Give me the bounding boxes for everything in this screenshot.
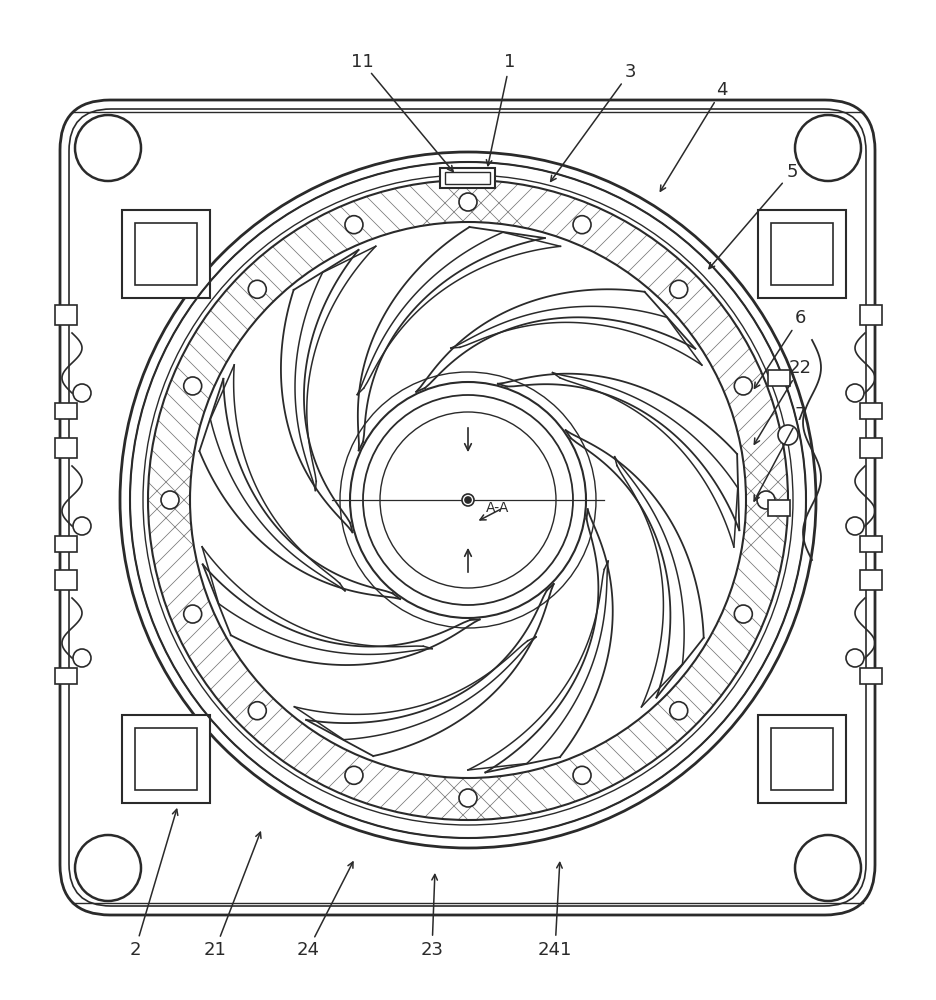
Bar: [55, 403, 77, 419]
Circle shape: [183, 605, 201, 623]
Bar: [445, 172, 490, 184]
Bar: [55, 668, 77, 684]
Circle shape: [794, 835, 860, 901]
Circle shape: [350, 382, 585, 618]
Circle shape: [190, 222, 745, 778]
Bar: [55, 570, 77, 590]
Circle shape: [248, 280, 266, 298]
Text: 5: 5: [785, 163, 797, 181]
Text: 21: 21: [203, 941, 227, 959]
Bar: [859, 438, 881, 458]
Circle shape: [75, 835, 140, 901]
Text: 2: 2: [129, 941, 140, 959]
Circle shape: [669, 702, 687, 720]
Circle shape: [344, 216, 362, 234]
Text: 24: 24: [296, 941, 319, 959]
Text: A-A: A-A: [486, 501, 509, 515]
Bar: [757, 210, 845, 298]
Text: 11: 11: [350, 53, 373, 71]
Circle shape: [73, 384, 91, 402]
Bar: [757, 715, 845, 803]
Circle shape: [573, 766, 591, 784]
Circle shape: [161, 491, 179, 509]
Bar: [859, 305, 881, 325]
Circle shape: [461, 494, 474, 506]
Circle shape: [845, 649, 863, 667]
Circle shape: [248, 702, 266, 720]
Circle shape: [459, 193, 476, 211]
Bar: [122, 210, 210, 298]
Bar: [859, 570, 881, 590]
Circle shape: [777, 425, 797, 445]
Bar: [768, 500, 789, 516]
Text: 7: 7: [794, 406, 805, 424]
Circle shape: [344, 766, 362, 784]
Bar: [440, 168, 494, 188]
Circle shape: [669, 280, 687, 298]
Circle shape: [845, 517, 863, 535]
Circle shape: [73, 517, 91, 535]
Bar: [55, 536, 77, 552]
Bar: [770, 223, 832, 285]
Text: 4: 4: [715, 81, 727, 99]
Text: 22: 22: [788, 359, 811, 377]
Circle shape: [183, 377, 201, 395]
Bar: [135, 223, 197, 285]
Circle shape: [845, 384, 863, 402]
Circle shape: [756, 491, 774, 509]
Text: 241: 241: [537, 941, 572, 959]
Bar: [55, 438, 77, 458]
Bar: [55, 305, 77, 325]
Bar: [859, 536, 881, 552]
Text: 6: 6: [794, 309, 805, 327]
Circle shape: [734, 377, 752, 395]
Circle shape: [75, 115, 140, 181]
Circle shape: [73, 649, 91, 667]
Bar: [770, 728, 832, 790]
Bar: [768, 370, 789, 386]
Bar: [859, 668, 881, 684]
Bar: [859, 403, 881, 419]
Circle shape: [573, 216, 591, 234]
Circle shape: [120, 152, 815, 848]
Circle shape: [464, 497, 471, 503]
Text: 23: 23: [420, 941, 443, 959]
Bar: [122, 715, 210, 803]
Text: 1: 1: [504, 53, 515, 71]
Circle shape: [459, 789, 476, 807]
Circle shape: [794, 115, 860, 181]
Text: 3: 3: [623, 63, 635, 81]
Bar: [135, 728, 197, 790]
Circle shape: [734, 605, 752, 623]
FancyBboxPatch shape: [60, 100, 874, 915]
